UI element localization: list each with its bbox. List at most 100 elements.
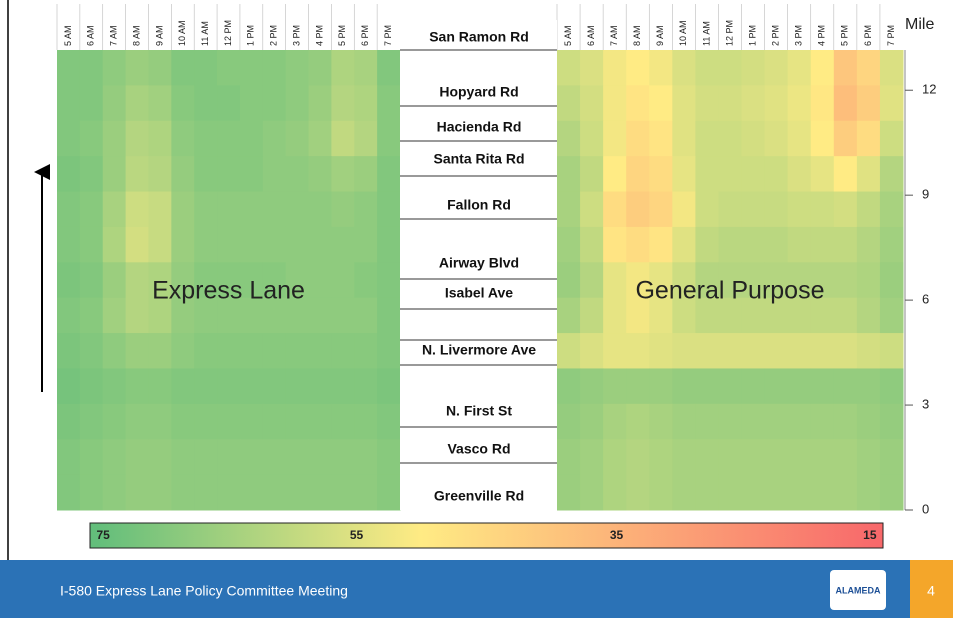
heatmap-cell <box>626 439 650 476</box>
heatmap-cell <box>308 262 332 299</box>
heatmap-cell <box>787 156 812 193</box>
heatmap-cell <box>833 262 858 299</box>
heatmap-cell <box>879 50 904 86</box>
heatmap-cell <box>557 474 581 511</box>
heatmap-cell <box>239 262 264 299</box>
heatmap-cell <box>718 85 743 122</box>
heatmap-cell <box>557 403 581 440</box>
mile-tick-label: 3 <box>922 396 929 411</box>
heatmap-cell <box>308 368 332 405</box>
heatmap-cell <box>102 474 127 511</box>
time-label: 12 PM <box>223 20 233 46</box>
heatmap-cell <box>194 226 218 263</box>
heatmap-cell <box>718 403 743 440</box>
heatmap-cell <box>239 297 264 334</box>
heatmap-cell <box>833 120 858 157</box>
heatmap-cell <box>833 191 858 228</box>
heatmap-cell <box>718 120 743 157</box>
heatmap-cell <box>217 297 241 334</box>
heatmap-cell <box>626 85 650 122</box>
heatmap-cell <box>672 262 696 299</box>
heatmap-cell <box>787 262 812 299</box>
heatmap-cell <box>810 85 835 122</box>
heatmap-cell <box>171 368 195 405</box>
heatmap-cell <box>331 85 355 122</box>
heatmap-cell <box>194 368 218 405</box>
time-label: 10 AM <box>678 20 688 46</box>
heatmap-cell <box>833 156 858 193</box>
heatmap-cell <box>718 439 743 476</box>
heatmap-cell <box>856 333 881 369</box>
heatmap-cell <box>833 403 858 440</box>
road-label: N. Livermore Ave <box>422 342 536 358</box>
heatmap-cell <box>856 297 881 334</box>
heatmap-cell <box>741 226 766 263</box>
heatmap-cell <box>787 120 812 157</box>
heatmap-cell <box>603 50 627 86</box>
heatmap-cell <box>580 262 604 299</box>
heatmap-cell <box>557 191 581 228</box>
heatmap-cell <box>557 333 581 369</box>
heatmap-cell <box>125 85 149 122</box>
heatmap-cell <box>810 474 835 511</box>
heatmap-cell <box>148 474 172 511</box>
heatmap-cell <box>649 333 673 369</box>
heatmap-cell <box>810 226 835 263</box>
heatmap-cell <box>741 368 766 405</box>
heatmap-cell <box>649 50 673 86</box>
mile-tick-label: 12 <box>922 82 936 97</box>
heatmap-cell <box>787 368 812 405</box>
heatmap-cell <box>308 191 332 228</box>
heatmap-cell <box>217 368 241 405</box>
heatmap-cell <box>285 120 310 157</box>
heatmap-cell <box>354 439 378 476</box>
heatmap-cell <box>148 333 172 369</box>
heatmap-cell <box>148 262 172 299</box>
heatmap-cell <box>580 191 604 228</box>
heatmap-cell <box>57 50 81 86</box>
heatmap-cell <box>580 333 604 369</box>
heatmap-cell <box>148 50 172 86</box>
heatmap-cell <box>557 120 581 157</box>
road-column <box>400 20 557 510</box>
heatmap-cell <box>580 474 604 511</box>
time-label: 1 PM <box>747 25 757 46</box>
heatmap-cell <box>649 226 673 263</box>
heatmap-cell <box>856 403 881 440</box>
heatmap-cell <box>171 85 195 122</box>
heatmap-cell <box>57 439 81 476</box>
heatmap-cell <box>125 439 149 476</box>
heatmap-cell <box>79 439 104 476</box>
heatmap-cell <box>331 297 355 334</box>
heatmap-cell <box>787 403 812 440</box>
heatmap-cell <box>764 85 789 122</box>
time-label: 3 PM <box>291 25 301 46</box>
heatmap-cell <box>879 226 904 263</box>
heatmap-cell <box>879 156 904 193</box>
heatmap-cell <box>580 297 604 334</box>
heatmap-cell <box>672 368 696 405</box>
heatmap-cell <box>856 156 881 193</box>
heatmap-cell <box>285 85 310 122</box>
heatmap-cell <box>239 50 264 86</box>
heatmap-cell <box>787 297 812 334</box>
heatmap-cell <box>354 156 378 193</box>
mile-tick-label: 0 <box>922 501 929 516</box>
heatmap-cell <box>262 85 287 122</box>
heatmap-cell <box>718 191 743 228</box>
mile-tick-label: 6 <box>922 292 929 307</box>
heatmap-cell <box>626 333 650 369</box>
heatmap-cell <box>57 191 81 228</box>
heatmap-cell <box>787 333 812 369</box>
heatmap-cell <box>377 474 401 511</box>
heatmap-cell <box>377 191 401 228</box>
heatmap-cell <box>194 333 218 369</box>
heatmap-cell <box>764 403 789 440</box>
heatmap-cell <box>672 403 696 440</box>
heatmap-cell <box>741 474 766 511</box>
heatmap-cell <box>308 226 332 263</box>
heatmap-cell <box>764 333 789 369</box>
heatmap-cell <box>764 191 789 228</box>
heatmap-cell <box>125 368 149 405</box>
heatmap-cell <box>308 439 332 476</box>
